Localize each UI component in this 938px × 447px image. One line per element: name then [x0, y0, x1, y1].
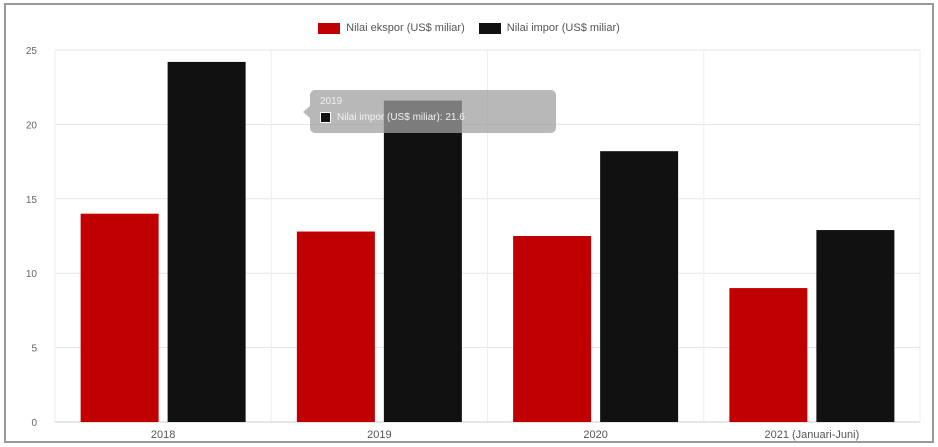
tooltip-arrow: [303, 106, 310, 118]
bar-import-3: [816, 230, 895, 422]
x-tick-label: 2020: [583, 429, 607, 441]
legend-item-import[interactable]: Nilai impor (US$ miliar): [478, 22, 620, 34]
y-tick-label: 5: [31, 344, 37, 355]
bar-import-2: [600, 151, 679, 422]
bar-export-0: [80, 213, 159, 422]
y-tick-label: 0: [31, 418, 37, 429]
y-tick-label: 25: [26, 46, 38, 57]
y-tick-label: 10: [26, 269, 38, 280]
x-tick-label: 2018: [151, 429, 175, 441]
legend-label-export: Nilai ekspor (US$ miliar): [346, 22, 465, 34]
y-tick-label: 20: [26, 120, 38, 131]
tooltip-title: 2019: [320, 96, 343, 107]
bar-import-1: [383, 100, 462, 422]
bar-export-2: [513, 236, 592, 422]
tooltip-label: Nilai impor (US$ miliar): 21.6: [337, 112, 465, 123]
x-tick-label: 2019: [367, 429, 391, 441]
chart-legend: Nilai ekspor (US$ miliar) Nilai impor (U…: [0, 22, 938, 34]
legend-swatch-import: [478, 22, 501, 34]
chart-tooltip: 2019 Nilai impor (US$ miliar): 21.6: [303, 90, 556, 133]
legend-label-import: Nilai impor (US$ miliar): [506, 22, 620, 34]
bar-export-3: [729, 288, 808, 422]
legend-swatch-export: [318, 22, 341, 34]
bar-export-1: [296, 231, 375, 422]
legend-item-export[interactable]: Nilai ekspor (US$ miliar): [318, 22, 465, 34]
y-tick-label: 15: [26, 195, 38, 206]
tooltip-row: Nilai impor (US$ miliar): 21.6: [320, 112, 546, 123]
tooltip-swatch: [320, 112, 331, 123]
x-tick-label: 2021 (Januari-Juni): [764, 429, 859, 441]
bar-import-0: [167, 61, 246, 423]
